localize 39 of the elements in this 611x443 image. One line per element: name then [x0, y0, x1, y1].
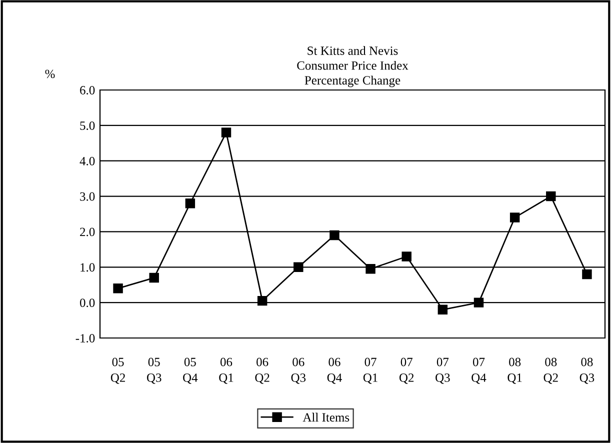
point — [294, 262, 304, 272]
x-tick-label: 06 Q4 — [327, 358, 342, 384]
y-tick-label: 0.0 — [80, 298, 95, 308]
point — [330, 230, 340, 240]
y-tick-label: 5.0 — [80, 121, 95, 130]
point — [510, 212, 520, 222]
point — [438, 304, 448, 315]
x-tick-label: 08 Q2 — [544, 358, 558, 384]
x-tick-label: 05 Q4 — [183, 358, 198, 384]
y-tick-label: 1.0 — [80, 263, 95, 272]
legend-label: All Items — [302, 412, 350, 422]
point — [582, 269, 592, 280]
y-tick-label: 2.0 — [80, 228, 95, 236]
y-tick-label: 6.0 — [80, 86, 95, 95]
x-tick-label: 06 Q1 — [219, 358, 234, 384]
chart-title: St Kitts and Nevis Consumer Price Index Percentage Change — [297, 46, 408, 88]
y-axis-title: % — [45, 70, 55, 78]
x-tick-label: 07 Q3 — [436, 358, 450, 384]
y-tick-label: 3.0 — [80, 192, 95, 201]
x-tick-label: 08 Q1 — [508, 358, 522, 384]
point — [366, 264, 376, 274]
x-tick-label: 06 Q3 — [291, 358, 306, 384]
point — [221, 128, 232, 138]
point — [149, 272, 159, 283]
x-tick-label: 07 Q1 — [363, 358, 378, 384]
x-tick-label: 05 Q2 — [110, 358, 125, 384]
point — [474, 298, 484, 308]
point — [546, 191, 556, 202]
point — [185, 198, 196, 208]
y-tick-label: 4.0 — [80, 156, 95, 166]
point — [113, 284, 123, 294]
x-tick-label: 07 Q4 — [472, 358, 486, 384]
point — [257, 296, 268, 306]
point — [402, 252, 412, 262]
x-tick-label: 08 Q3 — [580, 358, 594, 384]
y-tick-label: -1.0 — [76, 334, 95, 343]
x-tick-label: 06 Q2 — [255, 358, 270, 384]
x-tick-label: 05 Q3 — [146, 358, 162, 384]
x-tick-label: 07 Q2 — [399, 358, 414, 384]
